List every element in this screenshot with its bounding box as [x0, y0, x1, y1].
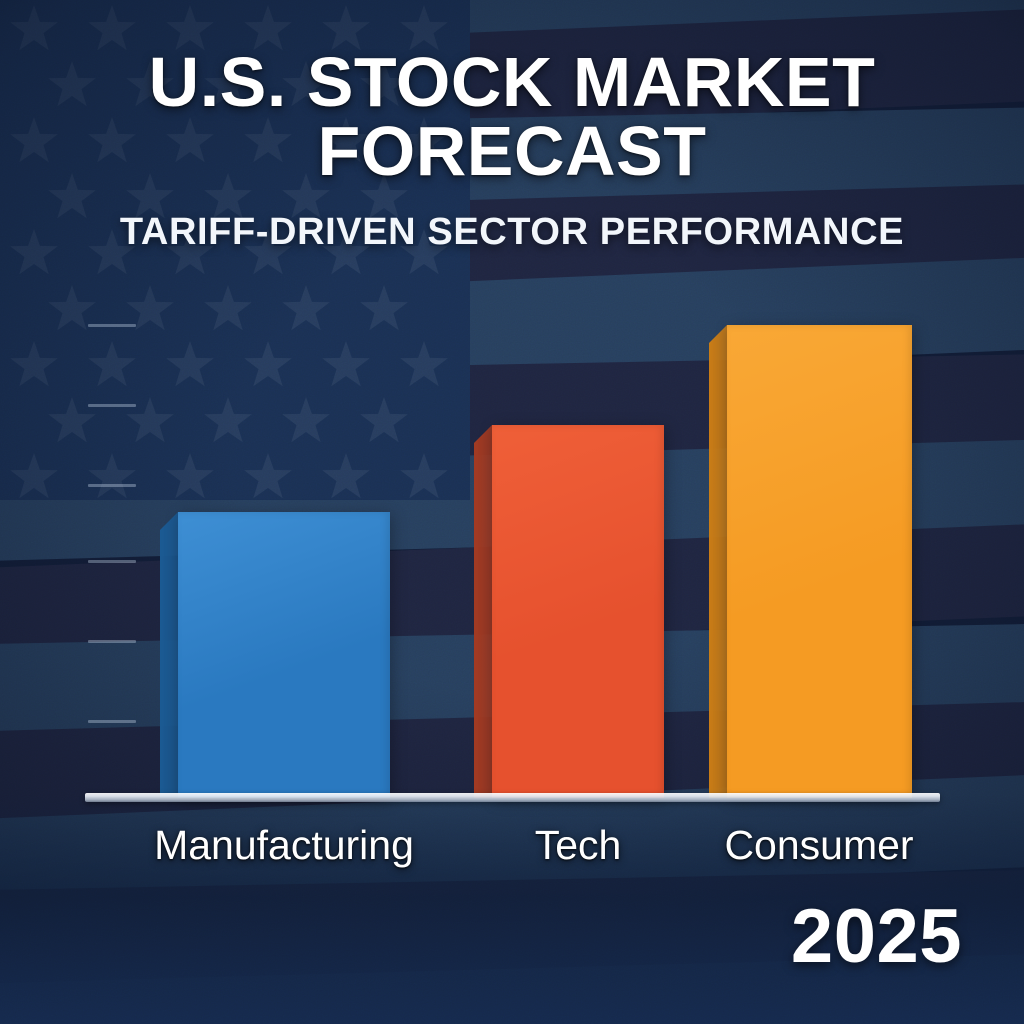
bar-front-face — [492, 425, 664, 798]
bar-front-face — [178, 512, 390, 798]
category-label-consumer: Consumer — [724, 822, 914, 868]
category-labels: Manufacturing Tech Consumer — [0, 822, 1024, 882]
chart-baseline-axis — [85, 793, 940, 802]
year-badge: 2025 — [790, 894, 962, 979]
title-line-1: U.S. STOCK MARKET — [148, 43, 876, 121]
category-label-tech: Tech — [534, 822, 622, 868]
axis-tick — [88, 484, 136, 487]
axis-tick-marks — [0, 0, 200, 1024]
bar-manufacturing — [160, 512, 390, 798]
header-block: U.S. STOCK MARKET FORECAST TARIFF-DRIVEN… — [0, 47, 1024, 254]
title-line-2: FORECAST — [317, 111, 707, 190]
bar-side-face — [160, 512, 178, 798]
bar-side-face — [709, 325, 727, 798]
bar-front-face — [727, 325, 912, 798]
axis-tick — [88, 324, 136, 327]
bar-consumer — [709, 325, 912, 798]
axis-tick — [88, 720, 136, 723]
bar-tech — [474, 425, 664, 798]
page-title: U.S. STOCK MARKET FORECAST — [0, 47, 1024, 186]
axis-tick — [88, 640, 136, 643]
category-label-manufacturing: Manufacturing — [154, 822, 414, 868]
axis-tick — [88, 560, 136, 563]
page-subtitle: TARIFF-DRIVEN SECTOR PERFORMANCE — [119, 211, 905, 254]
bar-side-face — [474, 425, 492, 798]
axis-tick — [88, 404, 136, 407]
